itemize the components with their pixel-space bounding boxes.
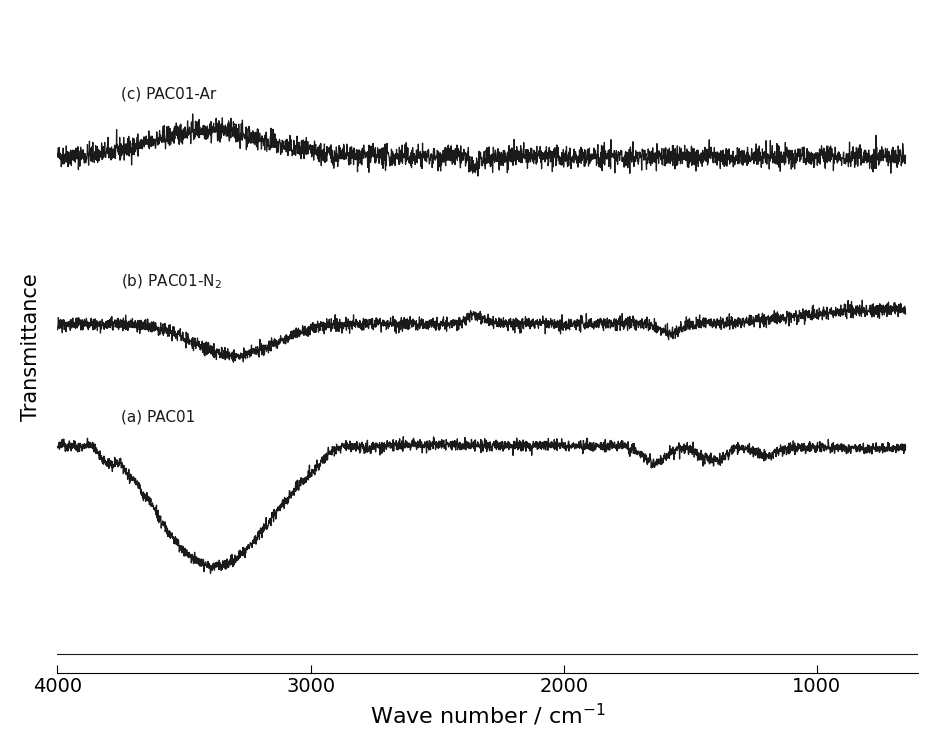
Text: (b) PAC01-N$_2$: (b) PAC01-N$_2$ — [121, 273, 222, 291]
Text: (c) PAC01-Ar: (c) PAC01-Ar — [121, 87, 216, 102]
X-axis label: Wave number / cm$^{-1}$: Wave number / cm$^{-1}$ — [370, 702, 606, 728]
Text: (a) PAC01: (a) PAC01 — [121, 409, 195, 424]
Y-axis label: Transmittance: Transmittance — [21, 273, 40, 421]
